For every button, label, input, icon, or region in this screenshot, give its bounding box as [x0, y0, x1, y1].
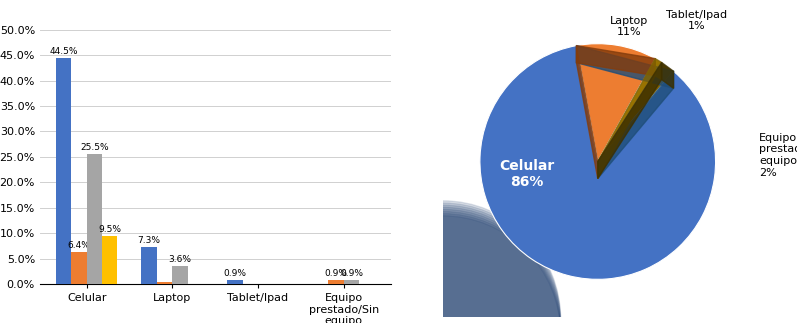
Bar — [102, 236, 117, 284]
Circle shape — [325, 203, 560, 323]
Text: 44.5%: 44.5% — [49, 47, 78, 56]
Text: 7.3%: 7.3% — [138, 236, 161, 245]
Text: Celular
86%: Celular 86% — [499, 159, 554, 189]
Polygon shape — [598, 71, 673, 179]
Polygon shape — [576, 46, 673, 88]
Text: 3.6%: 3.6% — [168, 255, 191, 264]
Circle shape — [325, 214, 560, 323]
Polygon shape — [598, 62, 662, 179]
Polygon shape — [655, 59, 662, 79]
Bar — [328, 280, 344, 284]
Bar — [344, 280, 359, 284]
Circle shape — [325, 212, 560, 323]
Text: 0.9%: 0.9% — [340, 269, 363, 277]
Text: 9.5%: 9.5% — [98, 225, 121, 234]
Bar — [227, 280, 242, 284]
Polygon shape — [576, 46, 655, 76]
Polygon shape — [598, 59, 655, 179]
Text: 25.5%: 25.5% — [80, 143, 108, 152]
Bar — [56, 57, 71, 284]
Wedge shape — [576, 44, 655, 162]
Text: Tablet/Ipad
1%: Tablet/Ipad 1% — [666, 10, 728, 31]
Bar — [142, 247, 157, 284]
Wedge shape — [598, 59, 662, 162]
Text: Equipo
prestado/Sin
equipo
2%: Equipo prestado/Sin equipo 2% — [759, 133, 797, 178]
Bar — [71, 252, 87, 284]
Text: Laptop
11%: Laptop 11% — [610, 16, 648, 37]
Wedge shape — [480, 46, 716, 279]
Text: 0.9%: 0.9% — [223, 269, 246, 277]
Circle shape — [325, 216, 560, 323]
Bar — [172, 266, 188, 284]
Text: 6.4%: 6.4% — [68, 241, 90, 250]
Polygon shape — [576, 46, 598, 179]
Bar — [87, 154, 102, 284]
Wedge shape — [598, 62, 673, 162]
Bar — [157, 282, 172, 284]
Circle shape — [325, 201, 560, 323]
Text: 0.9%: 0.9% — [324, 269, 347, 277]
Circle shape — [325, 209, 560, 323]
Circle shape — [325, 207, 560, 323]
Circle shape — [325, 205, 560, 323]
Polygon shape — [662, 62, 673, 88]
